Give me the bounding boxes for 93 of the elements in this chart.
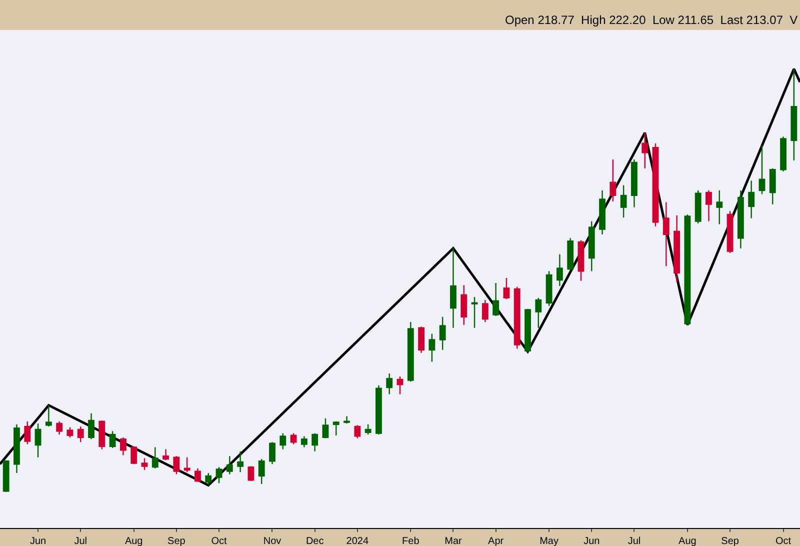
candlestick [642,132,648,169]
candlestick [130,446,138,465]
candlestick [503,277,510,300]
candlestick [769,168,776,205]
candlestick [226,455,233,475]
candlestick [620,184,627,218]
candlestick [312,432,318,452]
candlestick [88,412,94,440]
candlestick [34,422,42,458]
candlestick [716,190,723,225]
candlestick [428,333,436,362]
candlestick [407,321,414,382]
candlestick [45,404,52,428]
candlestick [556,254,563,287]
x-tick-label: Oct [211,536,228,546]
candlestick [631,158,638,208]
candlestick [546,270,552,306]
candlestick [258,458,265,485]
candlestick [780,136,786,172]
candlestick [332,420,340,436]
candlestick [599,190,606,235]
candlestick [237,450,244,473]
candlestick [662,202,670,267]
candlestick [98,420,106,450]
candlestick [684,214,691,326]
candlestick [322,418,329,439]
candlestick [120,436,126,456]
candlestick [141,458,148,471]
candlestick [2,460,10,493]
x-tick-label: Sep [721,536,740,546]
candlestick [280,432,286,450]
candlestick [758,144,766,195]
candlestick [216,466,222,484]
candlestick [790,68,798,161]
candlestick [24,420,31,445]
candlestick [152,446,158,469]
candlestick [290,432,297,445]
candlestick [184,456,190,473]
candlestick [173,455,180,475]
candlestick [450,248,456,328]
candlestick [162,448,169,461]
candlestick [726,210,734,254]
x-tick-label: Sep [168,536,186,546]
candlestick [376,384,382,436]
candlestick [269,442,276,465]
candlestick [396,376,404,395]
candlestick [706,190,712,222]
candlestick [524,308,531,352]
candlestick [439,316,446,350]
candlestick [14,424,20,474]
candlestick [418,326,424,354]
candlestick [248,466,254,482]
candlestick [737,190,744,249]
candlestick [694,190,702,224]
text: Open 218.77 High 222.20 Low 211.65 Last 213.07 V [505,13,798,27]
candlestick [578,240,584,282]
candlestick [514,286,520,350]
x-tick-label: Feb [402,536,420,546]
candlestick [652,142,659,227]
x-tick-label: Jul [628,536,641,546]
candlestick [205,472,212,486]
x-tick-label: Apr [488,536,504,546]
x-tick-label: Oct [775,536,792,546]
candlestick [109,430,116,449]
candlestick [471,296,478,328]
x-tick-label: Nov [263,536,282,546]
candlestick [482,299,488,323]
candlestick [748,180,755,219]
x-tick-label: Jul [74,536,88,546]
candlestick [460,284,468,326]
x-tick-label: Mar [444,536,463,546]
candlestick [386,372,393,395]
candlestick [364,424,372,436]
x-tick-label: 2024 [346,536,369,546]
x-tick-label: May [540,536,559,546]
candlestick [66,426,74,438]
x-tick-label: Jun [30,536,46,546]
x-tick-label: Dec [306,536,324,546]
candlestick [535,297,542,328]
candlestick [610,158,616,202]
candlestick [354,424,361,439]
candlestick [56,420,63,436]
candlestick [492,282,500,317]
x-tick-label: Aug [124,536,143,546]
candlestick [300,436,308,448]
candlestick [674,214,680,283]
candlestick [77,426,84,443]
candlestick [588,220,595,272]
x-tick-label: Aug [678,536,696,546]
candlestick [344,416,350,424]
candlestick [194,468,201,482]
candlestick [567,238,574,270]
x-tick-label: Jun [584,536,600,546]
